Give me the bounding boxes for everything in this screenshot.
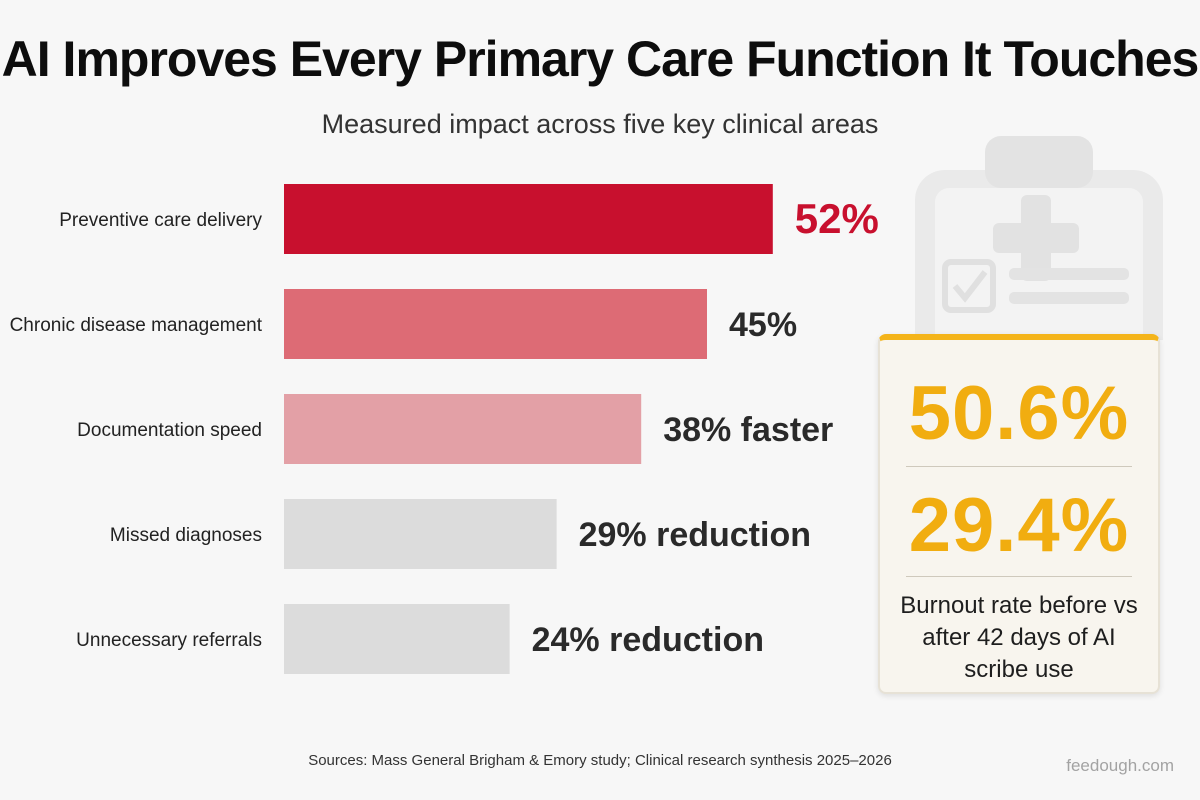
clipboard-medical-icon [915,136,1163,340]
bar [284,499,557,569]
bar-chart: Preventive care delivery 52% Chronic disea… [10,184,879,674]
category-label: Chronic disease management [10,315,263,336]
stat-divider [906,576,1132,577]
burnout-after-value: 29.4% [908,483,1130,568]
category-label: Preventive care delivery [59,210,262,231]
bar [284,604,510,674]
category-label: Documentation speed [77,420,262,441]
value-label: 52% [795,195,879,242]
category-label: Missed diagnoses [110,525,262,546]
brand-watermark: feedough.com [1066,756,1174,775]
value-label: 24% reduction [532,621,764,659]
source-note: Sources: Mass General Brigham & Emory st… [308,752,892,769]
bar [284,184,773,254]
burnout-stat-card: 50.6% 29.4% Burnout rate before vs after… [878,334,1160,694]
stat-divider [906,466,1132,467]
bar [284,394,642,464]
category-label: Unnecessary referrals [76,630,262,651]
stat-caption: Burnout rate before vs after 42 days of … [900,592,1138,683]
value-label: 45% [729,306,797,344]
bar [284,289,707,359]
value-label: 38% faster [663,411,833,449]
value-label: 29% reduction [579,516,811,554]
burnout-before-value: 50.6% [908,371,1130,456]
chart-subtitle: Measured impact across five key clinical… [321,109,879,139]
chart-title: AI Improves Every Primary Care Function … [1,31,1200,87]
